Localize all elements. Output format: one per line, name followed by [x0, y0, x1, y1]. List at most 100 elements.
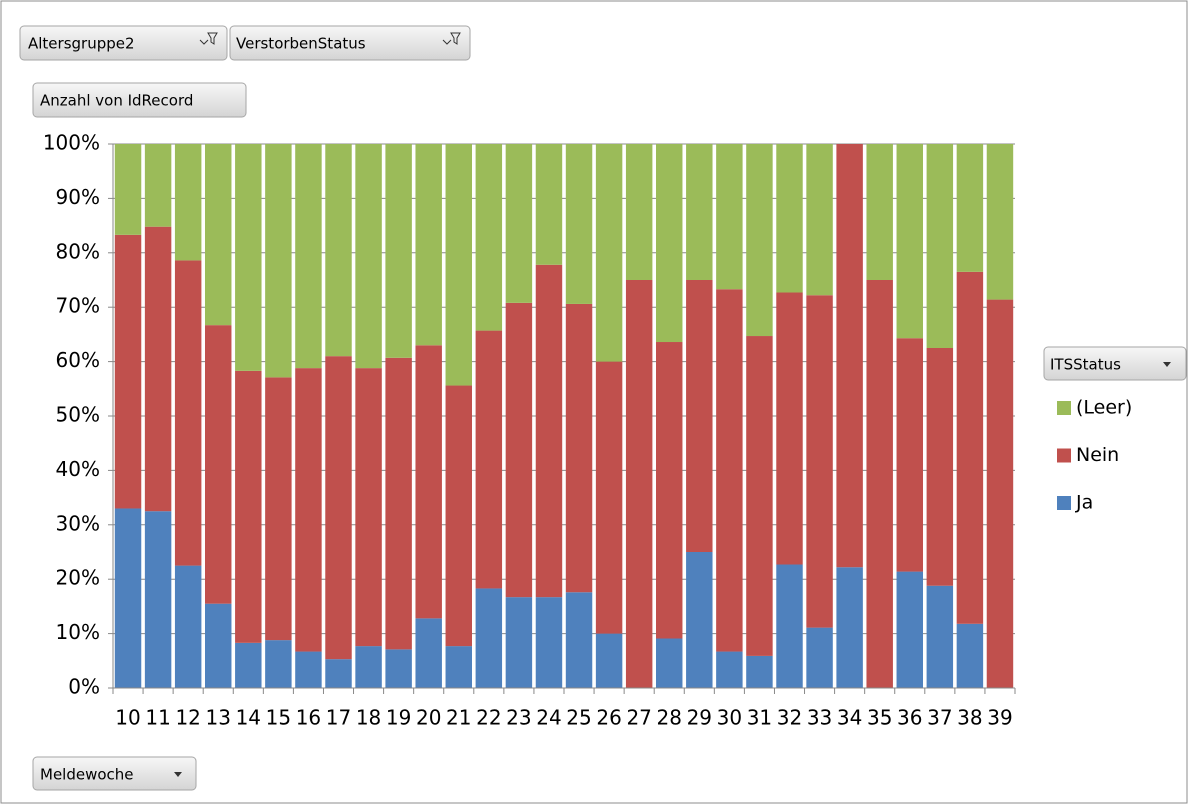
bar-segment	[415, 345, 442, 619]
legend-swatch	[1057, 401, 1071, 415]
bar-segment	[235, 642, 262, 688]
bar-segment	[866, 144, 893, 280]
y-tick-label: 80%	[56, 239, 100, 263]
x-tick-label: 19	[386, 706, 411, 730]
bar-segment	[716, 144, 743, 290]
x-tick-label: 39	[987, 706, 1012, 730]
bar-segment	[926, 348, 954, 586]
bar-segment	[445, 646, 472, 688]
x-tick-label: 17	[326, 706, 351, 730]
bar-segment	[926, 585, 954, 688]
axis-button[interactable]	[32, 756, 197, 791]
y-tick-label: 0%	[68, 675, 100, 699]
bar-segment	[355, 368, 382, 647]
legend-label: Ja	[1075, 492, 1093, 514]
bar-segment	[235, 370, 262, 643]
bar-segment	[535, 597, 563, 688]
x-tick-label: 31	[747, 706, 772, 730]
bar-segment	[265, 377, 292, 641]
y-tick-label: 20%	[56, 566, 100, 590]
bar-segment	[325, 659, 352, 688]
legend-label: Nein	[1076, 444, 1119, 466]
x-tick-label: 30	[717, 706, 742, 730]
bar-segment	[535, 144, 563, 265]
x-tick-label: 29	[687, 706, 712, 730]
bar-segment	[415, 144, 442, 346]
x-tick-label: 28	[657, 706, 682, 730]
bar-segment	[806, 627, 833, 688]
x-tick-label: 15	[266, 706, 291, 730]
legend-swatch	[1057, 496, 1071, 510]
filter-icon	[199, 32, 218, 45]
bar-segment	[656, 342, 683, 639]
value-label: Anzahl von IdRecord	[40, 92, 193, 110]
x-tick-label: 27	[626, 706, 651, 730]
x-tick-label: 33	[807, 706, 832, 730]
legend-label: (Leer)	[1076, 397, 1132, 419]
value-button[interactable]	[32, 82, 247, 118]
bar-segment	[114, 508, 142, 688]
bar-segment	[716, 651, 743, 688]
bar-segment	[565, 592, 593, 688]
x-tick-label: 38	[957, 706, 982, 730]
x-tick-label: 26	[596, 706, 621, 730]
bar-segment	[235, 144, 262, 371]
bar-segment	[836, 567, 863, 688]
x-tick-label: 18	[356, 706, 381, 730]
bar-segment	[475, 330, 503, 589]
bar-segment	[475, 588, 503, 688]
bar-segment	[956, 271, 984, 624]
bar-segment	[505, 302, 533, 598]
bar-segment	[926, 144, 954, 348]
bar-segment	[565, 144, 593, 304]
bar-segment	[385, 144, 412, 358]
filter-button[interactable]	[19, 25, 228, 61]
y-tick-label: 10%	[56, 620, 100, 644]
filter-icon	[442, 32, 461, 45]
bar-segment	[114, 144, 142, 235]
bar-segment	[625, 144, 653, 280]
bar-segment	[205, 603, 232, 688]
y-tick-label: 90%	[56, 185, 100, 209]
bar-segment	[896, 338, 923, 572]
bar-segment	[505, 597, 533, 688]
bar-segment	[686, 144, 713, 280]
legend-button[interactable]	[1043, 346, 1187, 381]
bar-segment	[625, 280, 653, 688]
bar-segment	[265, 640, 292, 688]
bar-segment	[445, 144, 472, 386]
x-tick-label: 13	[206, 706, 231, 730]
axis-field-label: Meldewoche	[40, 766, 134, 784]
bar-segment	[325, 356, 352, 660]
bar-segment	[595, 361, 623, 634]
bar-segment	[686, 552, 713, 688]
bar-segment	[114, 234, 142, 509]
legend-swatch	[1057, 448, 1071, 463]
bar-segment	[746, 144, 773, 337]
filter-label: VerstorbenStatus	[236, 35, 366, 53]
bar-segment	[445, 385, 472, 647]
bar-segment	[144, 144, 172, 227]
bar-segment	[956, 144, 984, 272]
bar-segment	[896, 571, 923, 688]
x-tick-label: 22	[476, 706, 501, 730]
bar-segment	[505, 144, 533, 303]
x-tick-label: 35	[867, 706, 892, 730]
filter-button[interactable]	[229, 25, 471, 61]
bar-segment	[535, 264, 563, 598]
x-tick-label: 32	[777, 706, 802, 730]
x-tick-label: 36	[897, 706, 922, 730]
bar-segment	[144, 511, 172, 688]
bar-segment	[656, 638, 683, 688]
x-tick-label: 24	[536, 706, 561, 730]
y-tick-label: 60%	[56, 348, 100, 372]
x-tick-label: 10	[115, 706, 140, 730]
bar-segment	[836, 144, 863, 568]
bar-segment	[686, 280, 713, 552]
x-tick-label: 16	[296, 706, 321, 730]
bar-segment	[174, 565, 202, 688]
bar-segment	[595, 144, 623, 362]
x-tick-label: 14	[236, 706, 261, 730]
